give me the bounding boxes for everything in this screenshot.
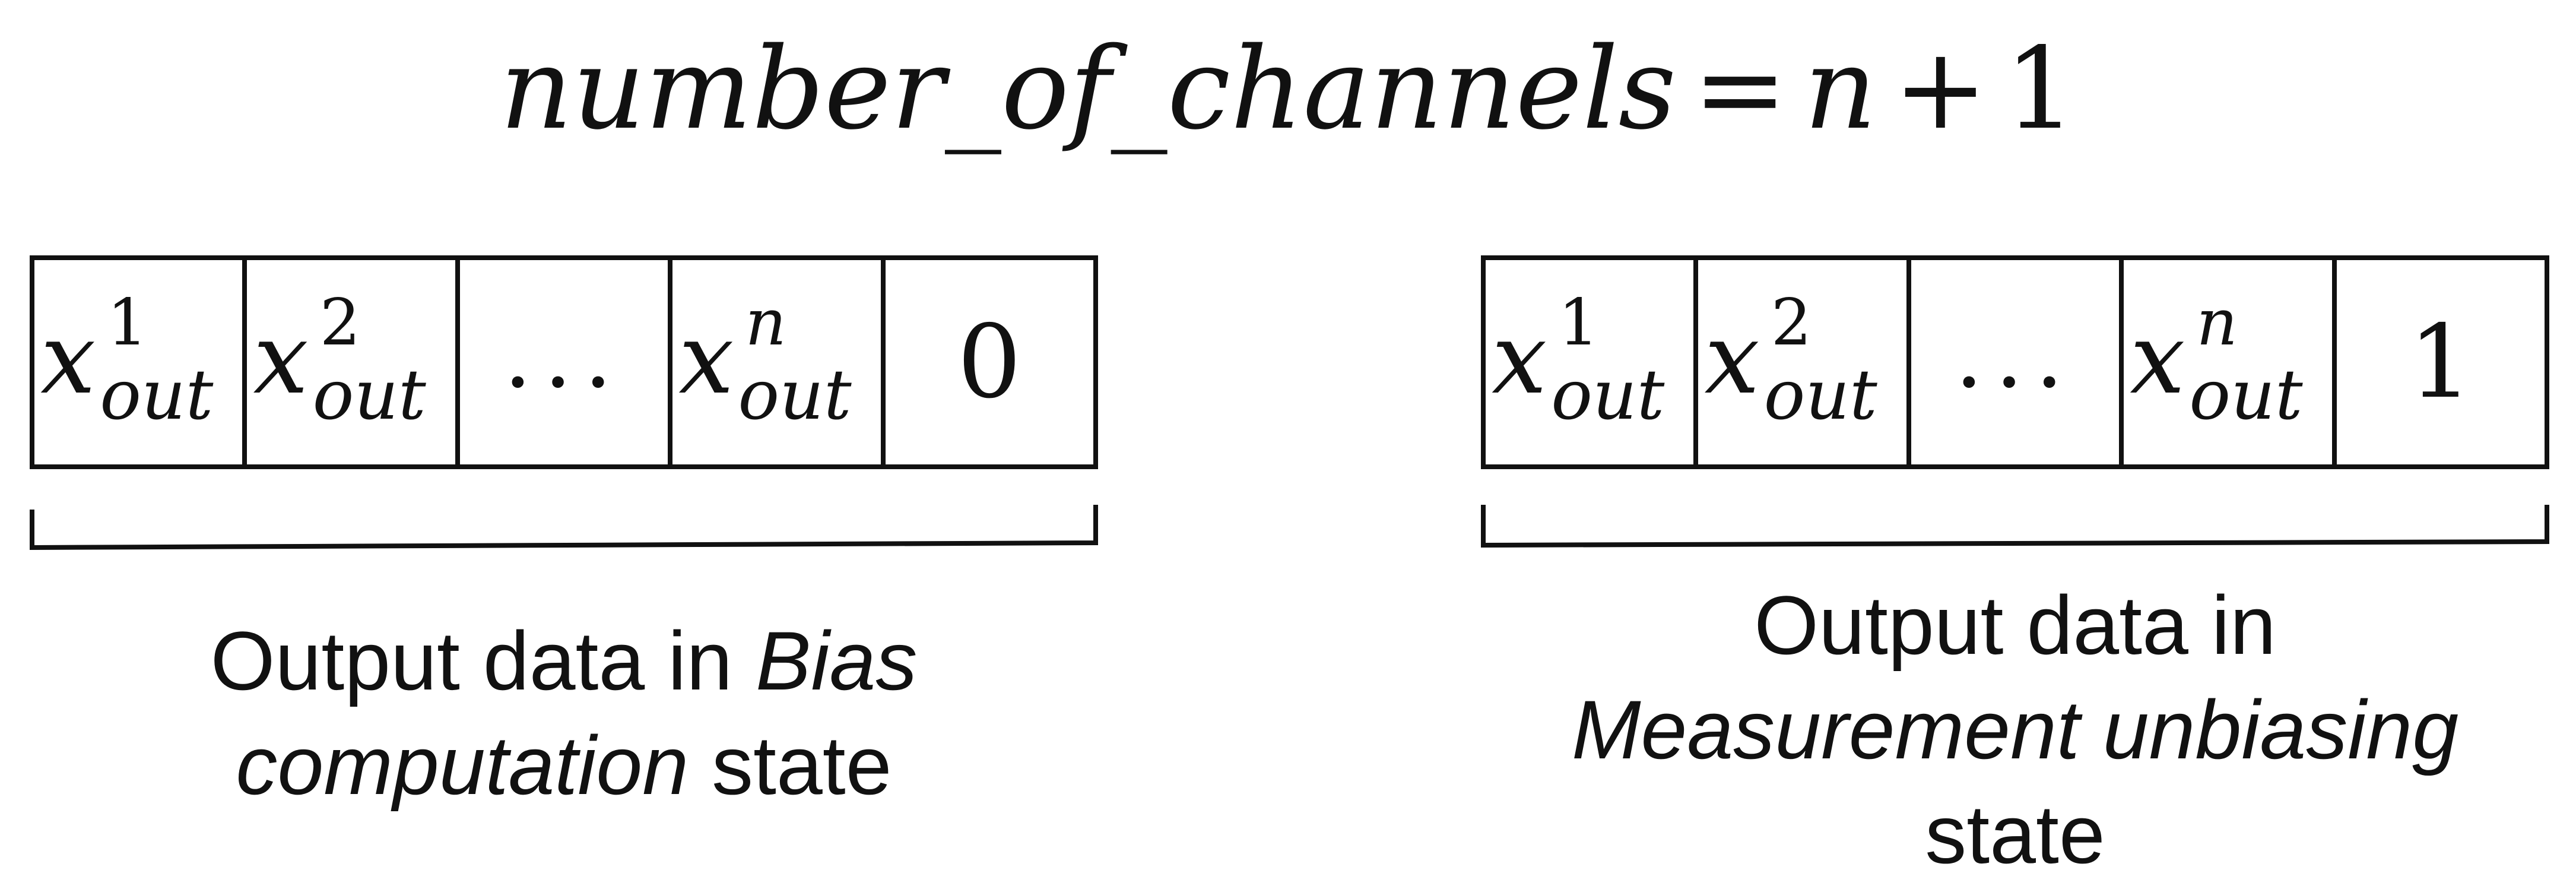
x-out-2-symbol: x 2 out — [1704, 286, 1877, 435]
vector-cell-xn: x n out — [2124, 260, 2337, 464]
vector-cell-state-flag: 1 — [2337, 260, 2545, 464]
formula-variable: n — [1804, 23, 1877, 154]
x-out-n-symbol: x n out — [2130, 286, 2303, 435]
state-flag-value: 0 — [957, 303, 1021, 421]
measurement-unbiasing-panel: x 1 out x 2 out ... x n out 1 — [1481, 255, 2549, 881]
formula-equals: = — [1693, 23, 1788, 154]
vector-cell-ellipsis: ... — [460, 260, 673, 464]
output-vector-unbiasing: x 1 out x 2 out ... x n out 1 — [1481, 255, 2549, 469]
bias-computation-panel: x 1 out x 2 out ... x n out 0 — [30, 255, 1098, 812]
vector-cell-state-flag: 0 — [886, 260, 1093, 464]
bias-computation-caption: Output data in Bias computation state — [210, 614, 918, 812]
channel-count-formula: number_of_channels = n +1 — [0, 24, 2576, 154]
vector-cell-x2: x 2 out — [1698, 260, 1911, 464]
formula-constant: 1 — [2004, 23, 2076, 154]
vector-cell-x1: x 1 out — [1486, 260, 1699, 464]
vector-cell-xn: x n out — [672, 260, 886, 464]
vector-cell-x2: x 2 out — [247, 260, 460, 464]
ellipsis: ... — [1955, 305, 2076, 408]
measurement-unbiasing-caption: Output data in Measurement unbiasing sta… — [1571, 578, 2459, 881]
bracket-bias — [30, 505, 1098, 551]
output-vector-bias: x 1 out x 2 out ... x n out 0 — [30, 255, 1098, 469]
x-out-n-symbol: x n out — [678, 286, 852, 435]
x-out-1-symbol: x 1 out — [1492, 286, 1665, 435]
x-out-1-symbol: x 1 out — [40, 286, 214, 435]
vector-cell-x1: x 1 out — [34, 260, 248, 464]
formula-lhs: number_of_channels — [500, 23, 1677, 154]
state-flag-value: 1 — [2408, 303, 2473, 421]
formula-plus: + — [1893, 23, 1988, 154]
vector-cell-ellipsis: ... — [1911, 260, 2124, 464]
ellipsis: ... — [503, 305, 624, 408]
x-out-2-symbol: x 2 out — [253, 286, 426, 435]
bracket-unbiasing — [1481, 505, 2549, 548]
